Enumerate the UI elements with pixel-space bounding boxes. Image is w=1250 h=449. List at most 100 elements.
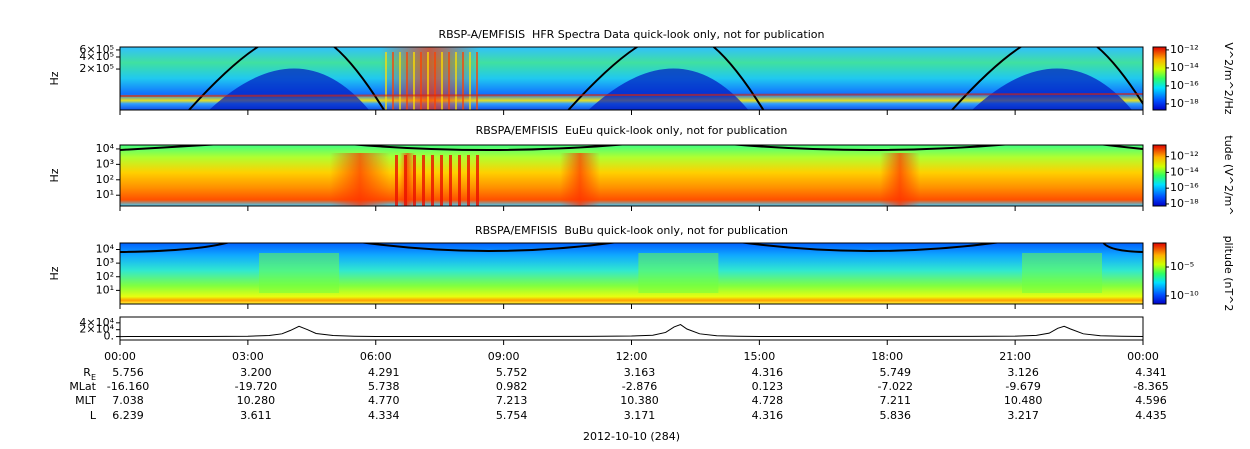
noise-stripe bbox=[441, 52, 443, 110]
ephemeris-value: -8.365 bbox=[1133, 380, 1168, 393]
noise-stripe bbox=[427, 52, 429, 110]
ephemeris-value: 10.380 bbox=[620, 394, 659, 407]
colorbar bbox=[1152, 46, 1167, 111]
ephemeris-value: 0.123 bbox=[752, 380, 784, 393]
ephemeris-value: -16.160 bbox=[107, 380, 149, 393]
plasma-line bbox=[188, 47, 385, 110]
noise-stripe bbox=[385, 52, 387, 110]
hot-stripe bbox=[413, 155, 416, 206]
y-tick-label: 4×10⁵ bbox=[79, 50, 114, 63]
ephemeris-value: 3.611 bbox=[240, 409, 272, 422]
ephemeris-label: MLT bbox=[75, 394, 96, 407]
green-patch bbox=[259, 253, 340, 293]
noise-stripe bbox=[455, 52, 457, 110]
y-tick-label: 10⁴ bbox=[96, 243, 115, 256]
colorbar-tick-label: 10⁻¹⁴ bbox=[1170, 165, 1199, 178]
dark-region bbox=[209, 68, 370, 110]
spectrogram-image bbox=[120, 145, 1143, 206]
noise-stripe bbox=[448, 52, 450, 110]
ephemeris-value: 4.728 bbox=[752, 394, 784, 407]
ephemeris-value: 3.200 bbox=[240, 366, 272, 379]
y-tick-label: 10² bbox=[96, 270, 114, 283]
colorbar-tick-label: 10⁻¹² bbox=[1170, 43, 1199, 56]
ephemeris-value: 5.836 bbox=[880, 409, 912, 422]
ephemeris-value: 10.280 bbox=[237, 394, 276, 407]
ephemeris-value: 3.126 bbox=[1007, 366, 1039, 379]
colorbar-tick-label: 10⁻¹⁶ bbox=[1170, 181, 1199, 194]
ephemeris-label: L bbox=[90, 409, 97, 422]
colorbar-tick-label: 10⁻¹² bbox=[1170, 150, 1199, 163]
noise-band bbox=[380, 47, 480, 110]
hot-column bbox=[880, 153, 920, 206]
hot-stripe bbox=[404, 155, 407, 206]
ephemeris-value: -2.876 bbox=[622, 380, 657, 393]
dark-region bbox=[972, 68, 1133, 110]
hot-stripe bbox=[422, 155, 425, 206]
spectrogram-image bbox=[120, 243, 1143, 304]
plasma-line bbox=[567, 47, 765, 110]
ephemeris-value: 7.211 bbox=[880, 394, 912, 407]
hot-stripe bbox=[395, 155, 398, 206]
ephemeris-value: 4.770 bbox=[368, 394, 400, 407]
ephemeris-value: -7.022 bbox=[878, 380, 913, 393]
ephemeris-value: 5.749 bbox=[880, 366, 912, 379]
hot-stripe bbox=[476, 155, 479, 206]
ephemeris-value: 4.596 bbox=[1135, 394, 1167, 407]
colorbar-tick-label: 10⁻¹⁸ bbox=[1170, 197, 1199, 210]
ephemeris-value: 5.752 bbox=[496, 366, 528, 379]
ephemeris-value: -19.720 bbox=[235, 380, 277, 393]
plasma-line bbox=[951, 47, 1143, 110]
y-tick-label: 10³ bbox=[96, 157, 114, 170]
noise-stripe bbox=[434, 52, 436, 110]
x-tick-label: 12:00 bbox=[616, 350, 648, 363]
colorbar-label: plitude (nT^2 bbox=[1222, 236, 1235, 312]
y-tick-label: 10⁴ bbox=[96, 142, 115, 155]
noise-stripe bbox=[476, 52, 478, 110]
y-tick-label: 4×10⁴ bbox=[79, 316, 114, 329]
x-tick-label: 15:00 bbox=[744, 350, 776, 363]
colorbar-tick-label: 10⁻¹⁶ bbox=[1170, 79, 1199, 92]
y-tick-label: 10¹ bbox=[96, 188, 114, 201]
colorbar bbox=[1152, 144, 1167, 207]
panel-title: RBSP-A/EMFISIS HFR Spectra Data quick-lo… bbox=[439, 28, 825, 41]
ephemeris-label-main: R bbox=[83, 366, 91, 379]
hot-stripe bbox=[458, 155, 461, 206]
ephemeris-label: MLat bbox=[69, 380, 96, 393]
x-tick-label: 00:00 bbox=[1127, 350, 1159, 363]
colorbar-label: tude (V^2/m^ bbox=[1222, 135, 1235, 215]
spectrogram-background bbox=[120, 145, 1143, 206]
ephemeris-value: 3.171 bbox=[624, 409, 656, 422]
dark-region bbox=[588, 68, 749, 110]
ephemeris-value: 3.163 bbox=[624, 366, 656, 379]
x-tick-label: 06:00 bbox=[360, 350, 392, 363]
ephemeris-value: 3.217 bbox=[1007, 409, 1039, 422]
y-tick-label: 0. bbox=[104, 330, 115, 343]
ephemeris-value: 6.239 bbox=[112, 409, 144, 422]
hot-stripe bbox=[440, 155, 443, 206]
noise-stripe bbox=[420, 52, 422, 110]
ephemeris-value: 4.316 bbox=[752, 409, 784, 422]
data-line bbox=[119, 323, 1144, 338]
green-patch bbox=[638, 253, 719, 293]
band-line bbox=[120, 93, 1143, 97]
hot-column bbox=[330, 153, 390, 206]
x-tick-label: 03:00 bbox=[232, 350, 264, 363]
noise-stripe bbox=[462, 52, 464, 110]
ephemeris-value: -9.679 bbox=[1005, 380, 1040, 393]
ephemeris-value: 10.480 bbox=[1004, 394, 1043, 407]
y-axis-label: Hz bbox=[48, 168, 61, 182]
hot-stripe bbox=[467, 155, 470, 206]
ephemeris-value: 5.756 bbox=[112, 366, 144, 379]
x-tick-label: 18:00 bbox=[871, 350, 903, 363]
y-tick-label: 6×10⁵ bbox=[79, 43, 114, 56]
ephemeris-value: 5.754 bbox=[496, 409, 528, 422]
colorbar-tick-label: 10⁻¹⁴ bbox=[1170, 61, 1199, 74]
y-tick-label: 10³ bbox=[96, 256, 114, 269]
ephemeris-value: 7.213 bbox=[496, 394, 528, 407]
colorbar-tick-label: 10⁻¹⁰ bbox=[1170, 289, 1199, 302]
x-tick-label: 21:00 bbox=[999, 350, 1031, 363]
hot-column bbox=[400, 153, 415, 206]
hot-stripe bbox=[431, 155, 434, 206]
y-tick-label: 10¹ bbox=[96, 283, 114, 296]
